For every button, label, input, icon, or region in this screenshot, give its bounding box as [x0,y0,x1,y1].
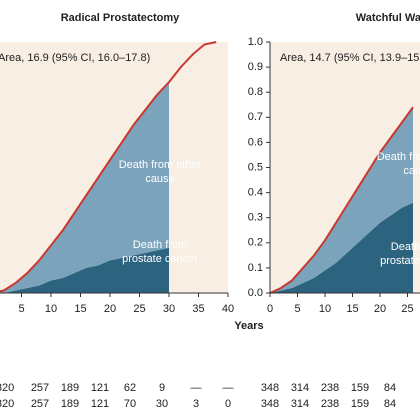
x-tick-label: 40 [222,303,234,315]
line [269,106,414,294]
x-tick-label: 25 [401,303,413,315]
y-tick-label: 0.2 [248,237,263,249]
at-risk-value: 257 [31,382,49,394]
panel-title: Radical Prostatectomy [61,12,180,24]
area [270,107,413,293]
at-risk-value: 348 [261,382,279,394]
at-risk-value: 62 [124,382,136,394]
at-risk-value: 189 [61,398,79,410]
x-tick-label: 10 [45,303,57,315]
at-risk-value: 0 [225,398,231,410]
at-risk-value: 30 [156,398,168,410]
y-tick-label: 1.0 [248,36,263,48]
x-tick-label: 15 [346,303,358,315]
at-risk-value: 3 [193,398,199,410]
x-tick-label: 15 [74,303,86,315]
at-risk-value: 314 [291,382,309,394]
at-risk-value: 9 [159,382,165,394]
series-label: Death from prostate cancer [380,241,420,267]
at-risk-value: 84 [384,382,396,394]
series-label: Death from other cause [118,159,202,185]
area [270,202,413,293]
at-risk-value: 121 [91,398,109,410]
at-risk-value: 320 [0,382,14,394]
area [0,82,169,293]
x-tick-label: 20 [104,303,116,315]
y-tick-label: 0.7 [248,111,263,123]
x-axis-label: Years [234,320,263,332]
y-tick-label: 0.5 [248,161,263,173]
y-tick-label: 0.6 [248,136,263,148]
y-tick-label: 0.4 [248,187,263,199]
x-tick-label: 0 [267,303,273,315]
at-risk-value: 121 [91,382,109,394]
at-risk-value: — [223,382,234,394]
at-risk-value: 159 [351,398,369,410]
x-tick-label: 10 [319,303,331,315]
area [0,247,169,293]
at-risk-value: 257 [31,398,49,410]
x-tick-label: 5 [18,303,24,315]
x-tick-label: 20 [374,303,386,315]
at-risk-value: 189 [61,382,79,394]
y-tick-label: 0.9 [248,61,263,73]
at-risk-value: 314 [291,398,309,410]
y-tick-label: 0.3 [248,212,263,224]
annotation: Area, 16.9 (95% CI, 16.0–17.8) [0,52,150,64]
panel-title: Watchful Waiting [356,12,420,24]
at-risk-value: 238 [321,382,339,394]
at-risk-value: 320 [0,398,14,410]
x-tick-label: 35 [192,303,204,315]
y-tick-label: 0.8 [248,86,263,98]
series-label: Death from prostate cancer [122,239,198,265]
x-tick-label: 25 [133,303,145,315]
at-risk-value: 70 [124,398,136,410]
at-risk-value: 238 [321,398,339,410]
at-risk-value: 348 [261,398,279,410]
y-tick-label: 0.1 [248,262,263,274]
x-tick-label: 5 [294,303,300,315]
at-risk-value: 84 [384,398,396,410]
series-label: Death from other cause [376,151,420,177]
x-tick-label: 30 [163,303,175,315]
line [0,41,217,293]
y-tick-label: 0.0 [248,287,263,299]
annotation: Area, 14.7 (95% CI, 13.9–15.5) [280,52,420,64]
at-risk-value: — [191,382,202,394]
at-risk-value: 159 [351,382,369,394]
